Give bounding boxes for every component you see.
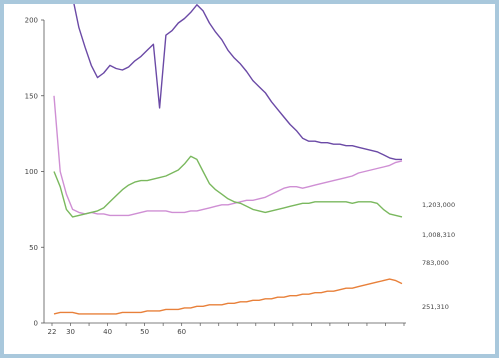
legend: 1,203,000 1,008,310 783,000 251,310 xyxy=(422,201,455,311)
series-line-3 xyxy=(53,155,403,218)
chart-panel: 0 50 100 150 200 22 30 40 50 60 1,203,000 1,008,3… xyxy=(4,4,495,354)
y-tick-label: 0 xyxy=(34,320,38,328)
y-tick-label: 100 xyxy=(25,168,38,176)
x-tick-labels: 22 30 40 50 60 xyxy=(48,323,405,336)
x-tick-label: 22 xyxy=(48,328,57,336)
x-tick-label: 50 xyxy=(140,328,149,336)
legend-value-2: 1,008,310 xyxy=(422,231,455,239)
legend-value-1: 1,203,000 xyxy=(422,201,455,209)
y-tick-labels: 0 50 100 150 200 xyxy=(25,17,44,328)
series-lines xyxy=(53,4,403,315)
x-tick-label: 40 xyxy=(103,328,112,336)
y-tick-label: 50 xyxy=(29,244,38,252)
y-tick-label: 150 xyxy=(25,92,38,100)
series-line-1 xyxy=(73,4,402,161)
line-chart: 0 50 100 150 200 22 30 40 50 60 1,203,000 1,008,3… xyxy=(25,4,455,336)
axes xyxy=(43,20,406,324)
series-line-4 xyxy=(53,278,403,315)
legend-value-4: 251,310 xyxy=(422,303,449,311)
y-tick-label: 200 xyxy=(25,17,38,25)
x-tick-label: 30 xyxy=(66,328,75,336)
x-tick-label: 60 xyxy=(177,328,186,336)
legend-value-3: 783,000 xyxy=(422,259,449,267)
series-line-2 xyxy=(53,95,403,217)
